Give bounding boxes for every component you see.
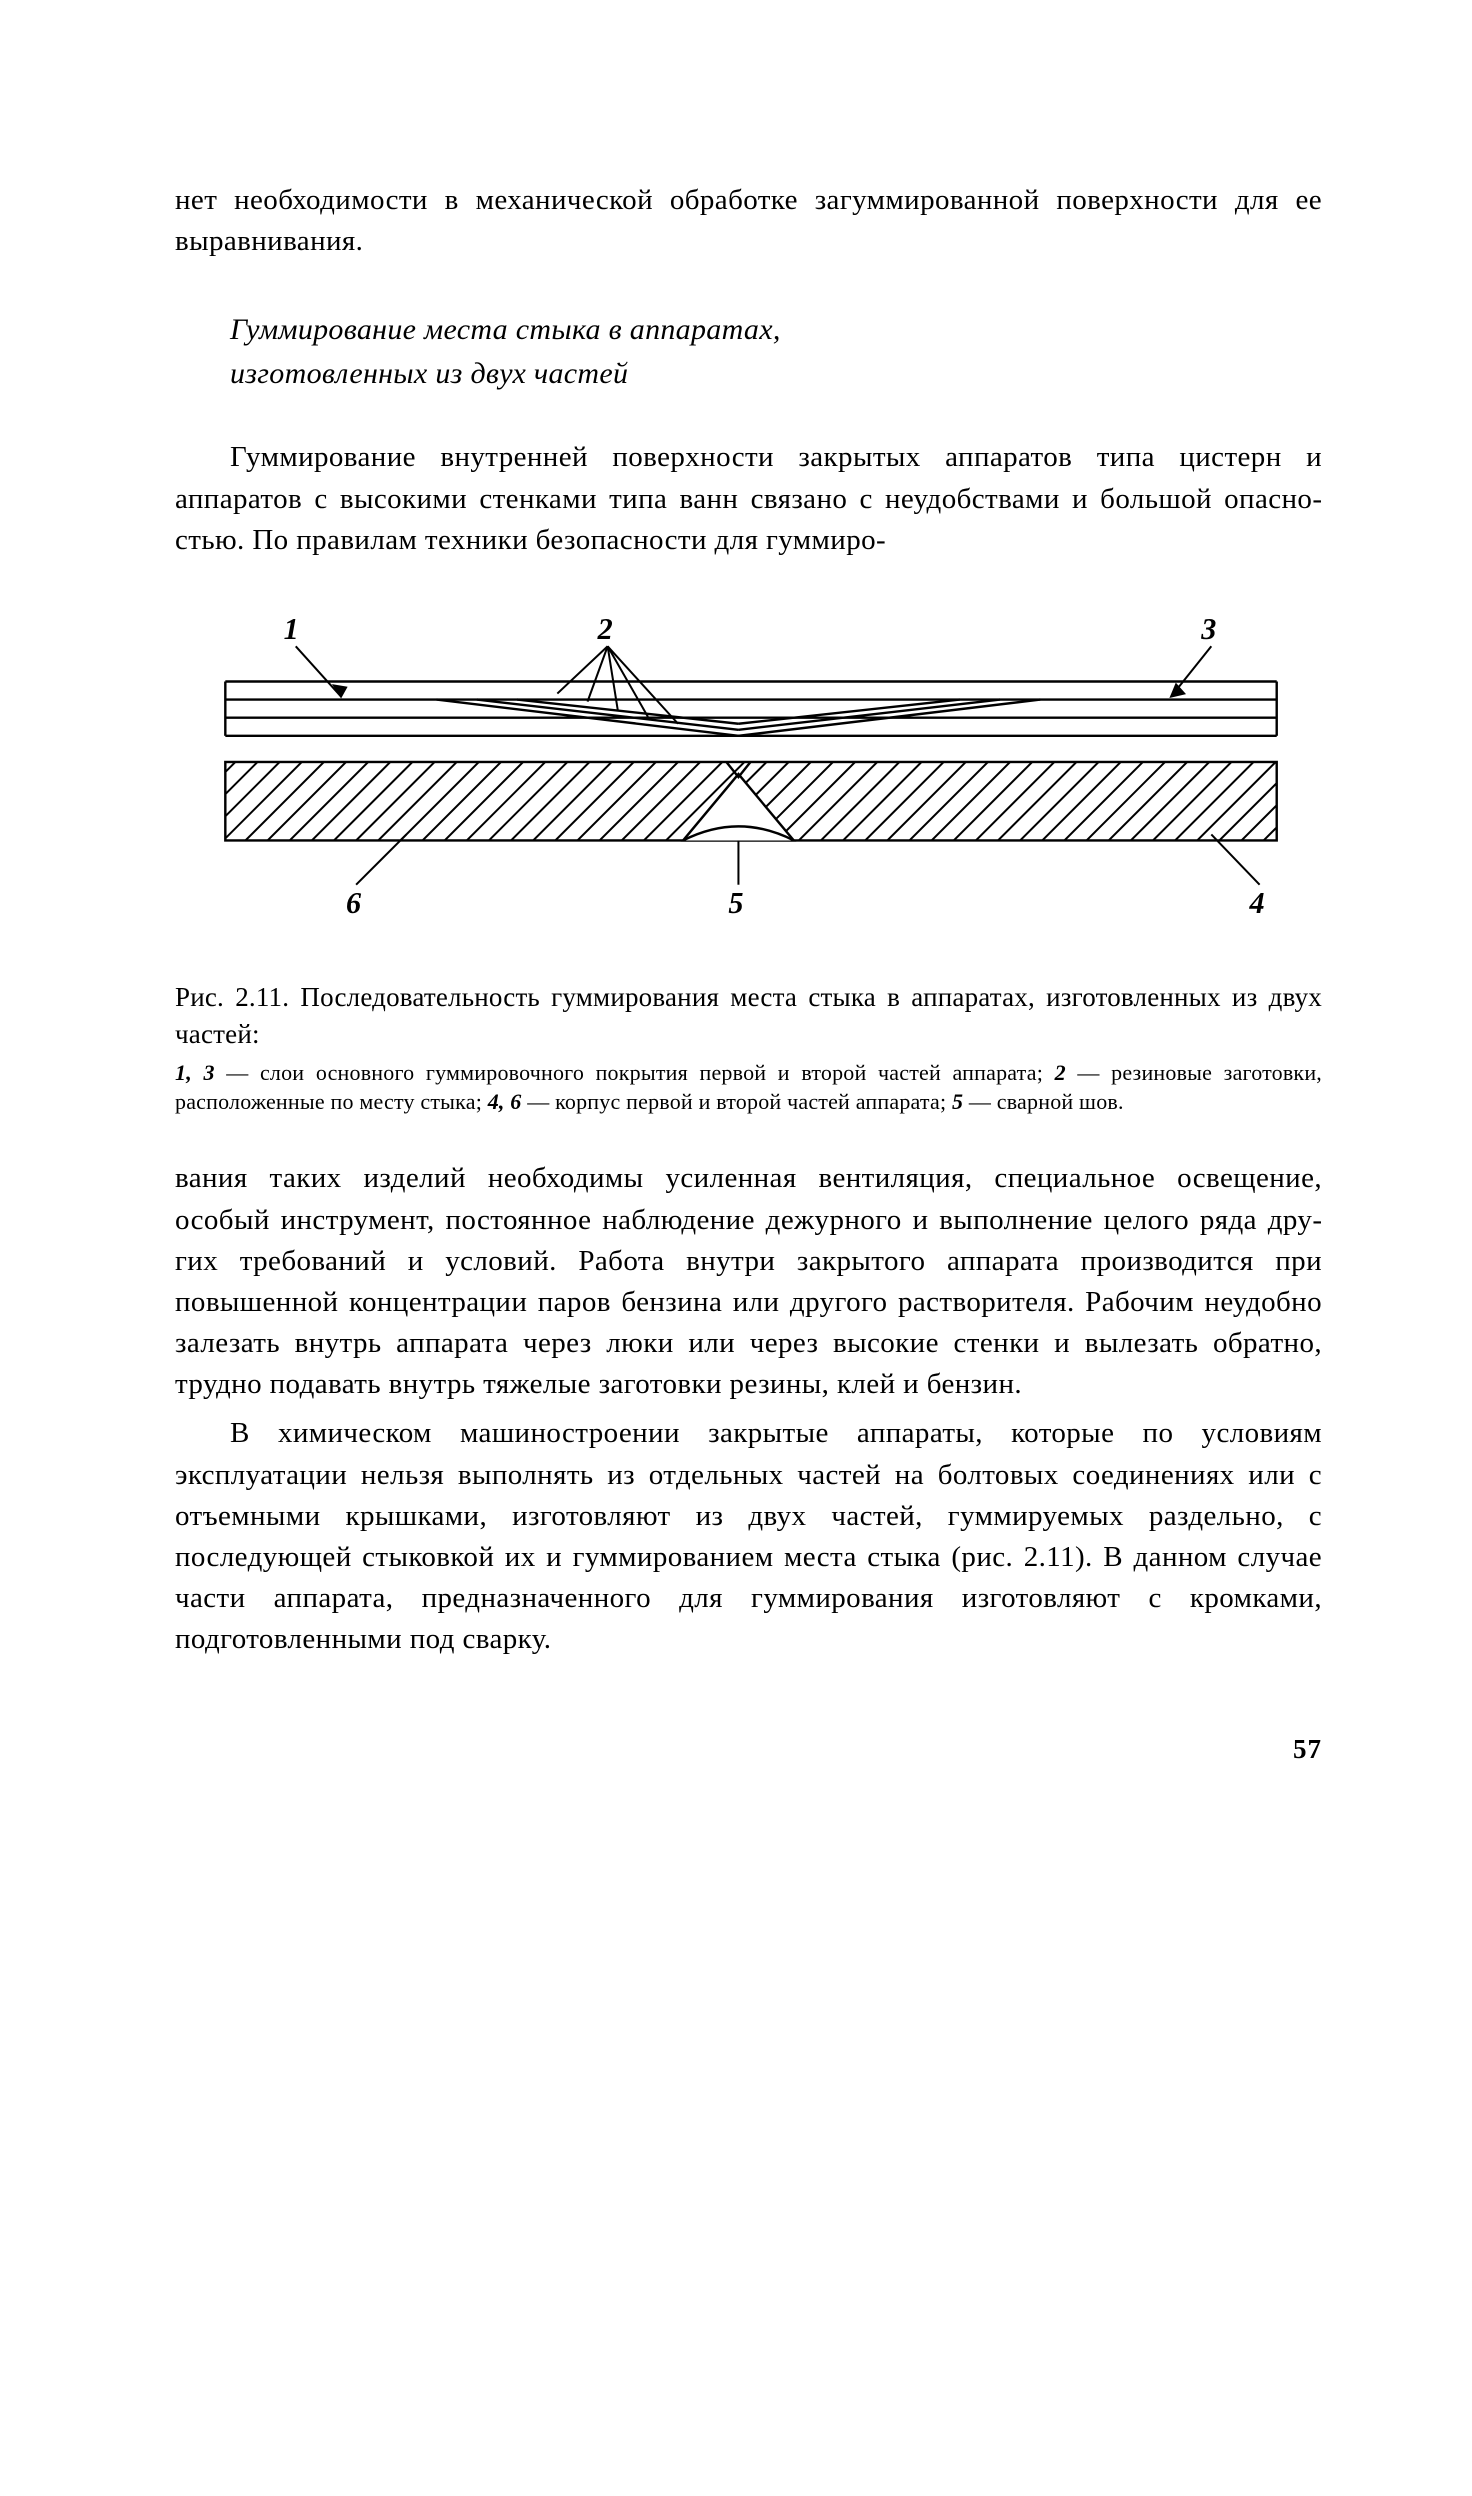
paragraph-before-figure: Гуммирование внутренней поверхности закр… bbox=[175, 437, 1322, 561]
page-number: 57 bbox=[175, 1730, 1322, 1768]
legend-ref-1-3: 1, 3 bbox=[175, 1060, 215, 1085]
svg-text:3: 3 bbox=[1200, 612, 1216, 646]
paragraph-after-figure-2: В химическом машиностроении закрытые апп… bbox=[175, 1413, 1322, 1660]
svg-text:2: 2 bbox=[597, 612, 613, 646]
svg-text:6: 6 bbox=[346, 886, 362, 920]
section-heading: Гуммирование места стыка в аппаратах, из… bbox=[230, 308, 1322, 395]
figure-2-11: 1 2 3 4 5 6 bbox=[175, 601, 1322, 951]
figure-legend: 1, 3 — слои основного гуммировочного пок… bbox=[175, 1059, 1322, 1116]
legend-ref-4-6: 4, 6 bbox=[488, 1089, 522, 1114]
legend-text-3: — корпус первой и второй частей аппарата… bbox=[522, 1089, 952, 1114]
svg-text:5: 5 bbox=[728, 886, 743, 920]
legend-text-4: — сварной шов. bbox=[963, 1089, 1124, 1114]
section-heading-line2: изготовленных из двух частей bbox=[230, 357, 628, 390]
figure-caption: Рис. 2.11. Последовательность гуммирован… bbox=[175, 979, 1322, 1054]
legend-ref-5: 5 bbox=[952, 1089, 963, 1114]
figure-diagram-svg: 1 2 3 4 5 6 bbox=[175, 601, 1322, 943]
legend-text-1: — слои основного гуммировочного покрытия… bbox=[215, 1060, 1055, 1085]
paragraph-after-figure-1: вания таких изделий необходимы усиленная… bbox=[175, 1158, 1322, 1405]
top-paragraph: нет необходимости в механической обработ… bbox=[175, 180, 1322, 262]
section-heading-line1: Гуммирование места стыка в аппаратах, bbox=[230, 313, 781, 346]
svg-text:4: 4 bbox=[1249, 886, 1265, 920]
legend-ref-2: 2 bbox=[1055, 1060, 1066, 1085]
svg-text:1: 1 bbox=[284, 612, 299, 646]
